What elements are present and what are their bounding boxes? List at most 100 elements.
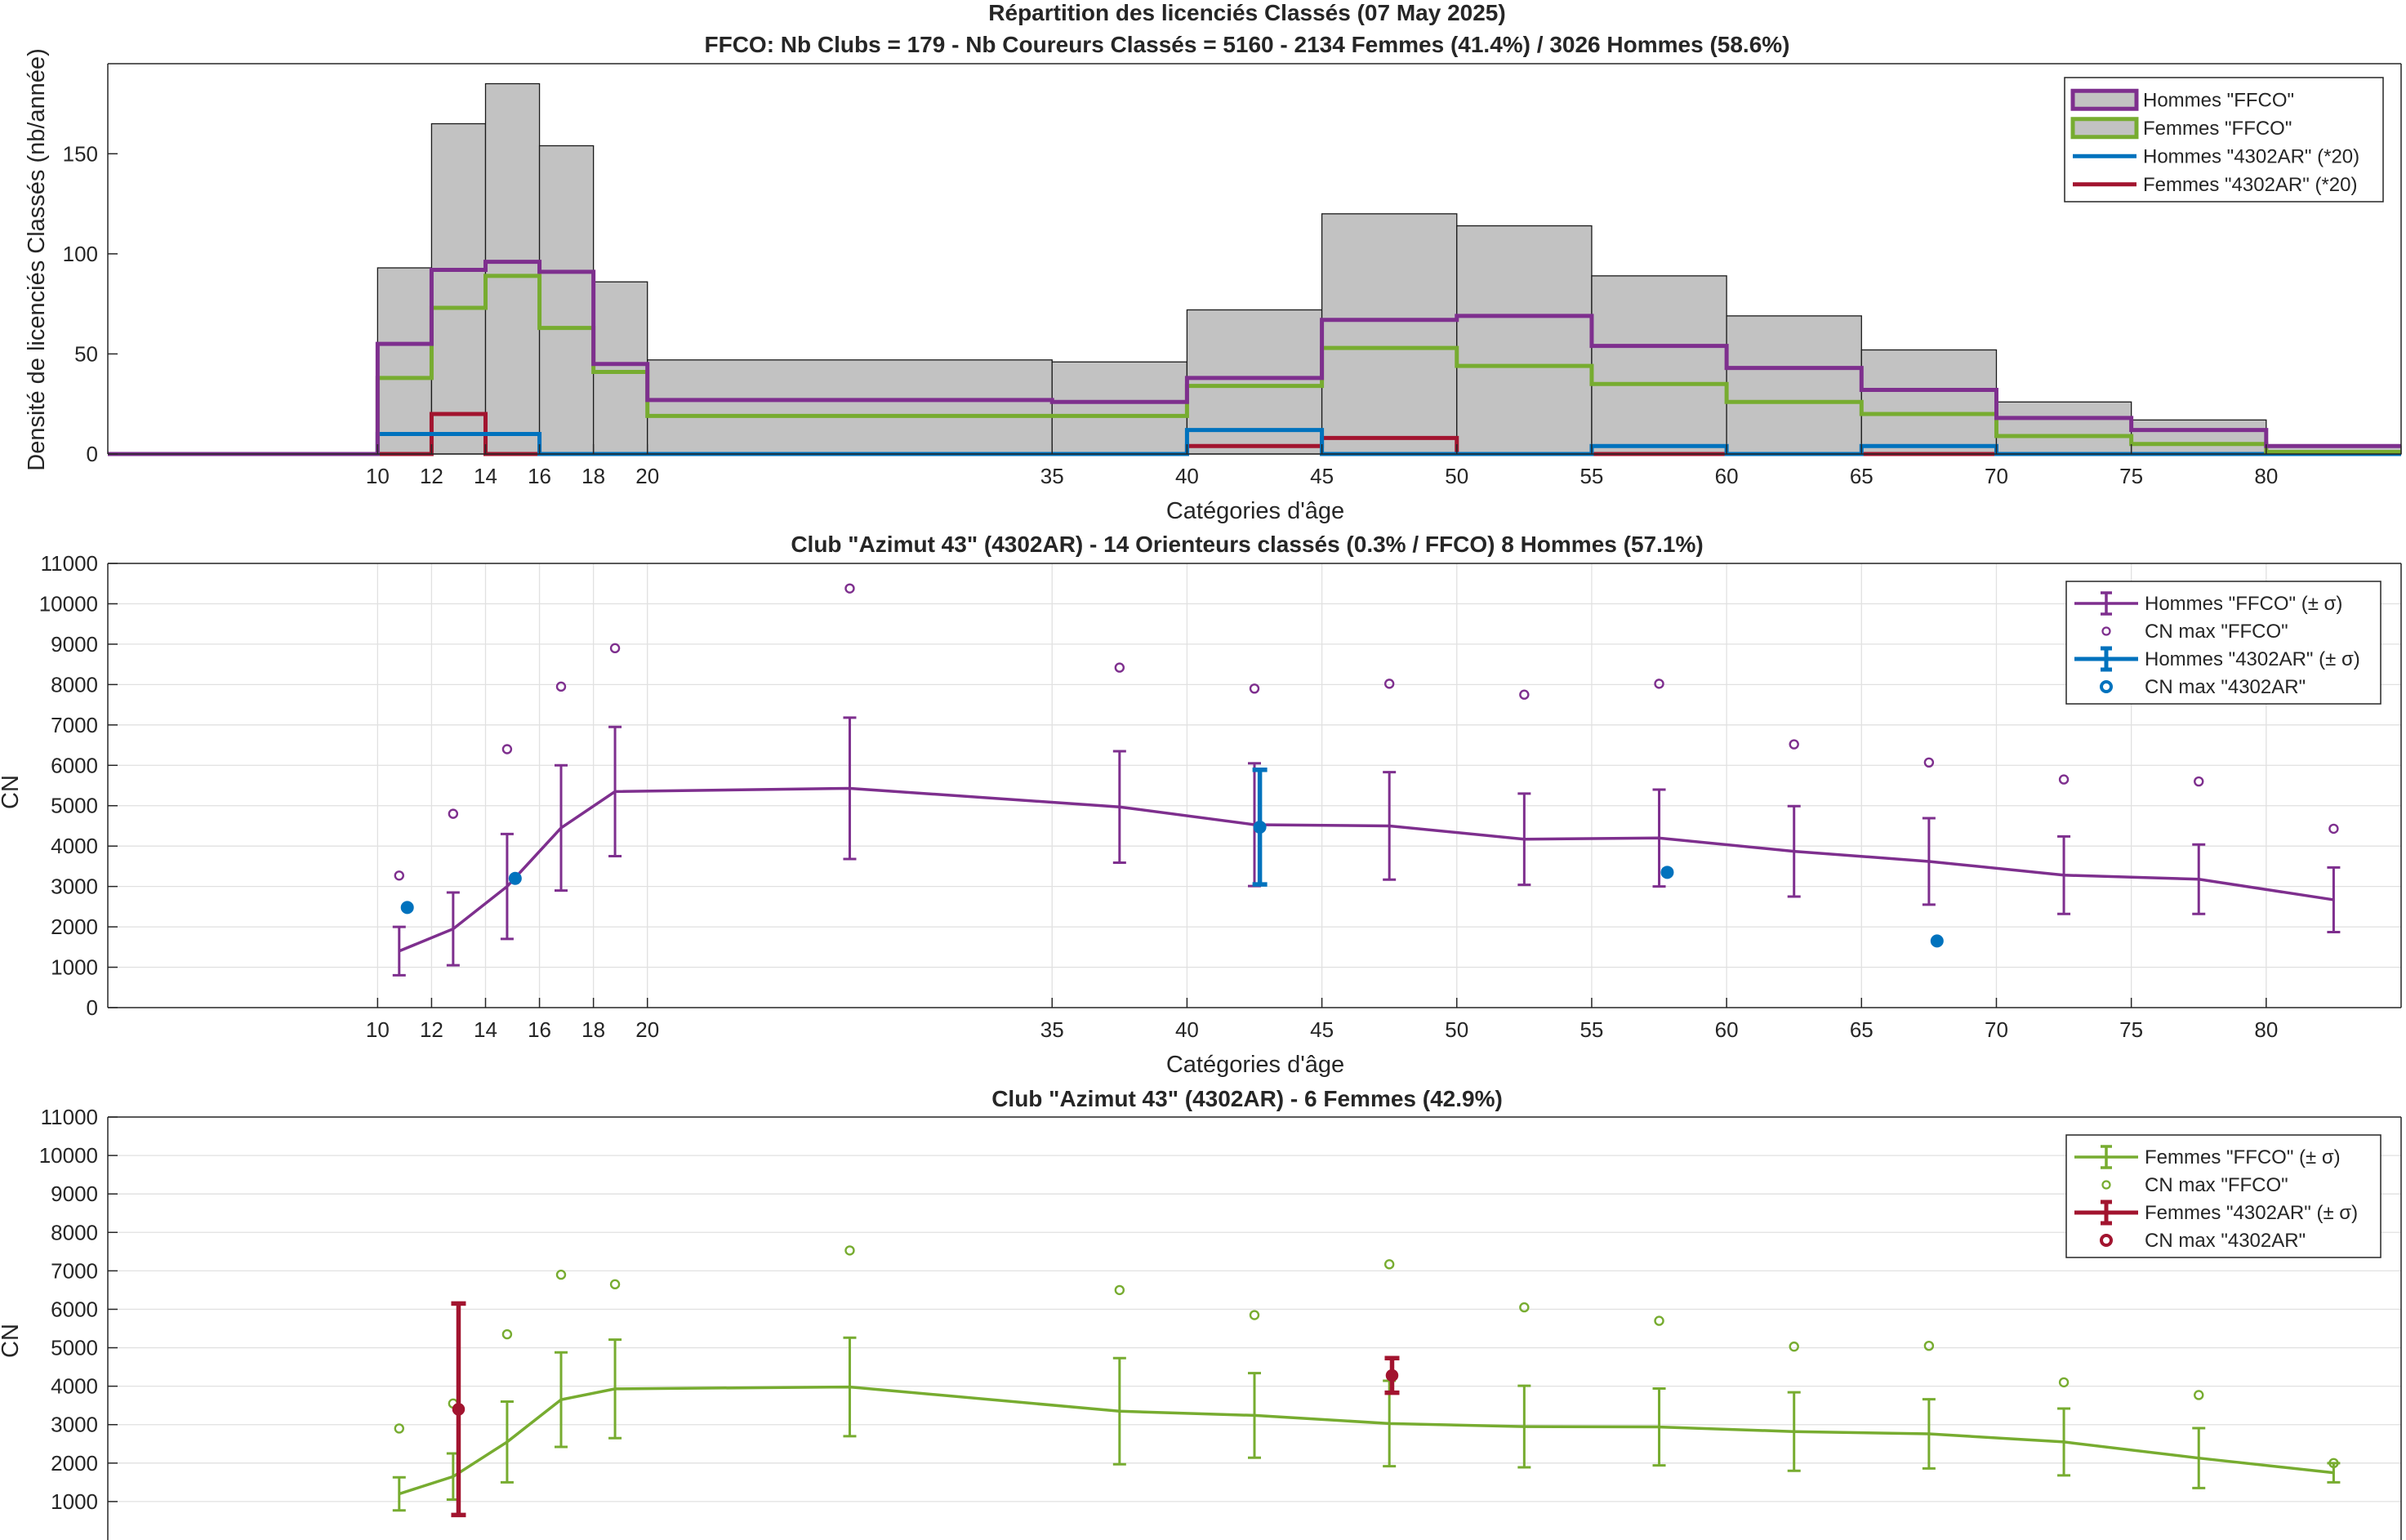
total-bar bbox=[1051, 361, 1188, 455]
y-tick-label: 7000 bbox=[51, 713, 98, 737]
total-bar bbox=[1321, 213, 1458, 455]
x-tick-label: 18 bbox=[581, 464, 605, 488]
figure-title: Répartition des licenciés Classés (07 Ma… bbox=[988, 0, 1505, 25]
x-tick-label: 75 bbox=[2119, 1017, 2143, 1042]
cn-max-marker bbox=[844, 583, 855, 594]
y-tick-label: 4000 bbox=[51, 1374, 98, 1399]
legend-swatch bbox=[2070, 88, 2139, 111]
club-cn-max-marker bbox=[1930, 934, 1944, 948]
x-tick-label: 14 bbox=[474, 464, 497, 488]
cn-max-marker bbox=[1654, 679, 1664, 689]
y-tick-label: 6000 bbox=[51, 753, 98, 777]
y-tick-label: 0 bbox=[87, 442, 98, 466]
panel1-ylabel: Densité de licenciés Classés (nb/année) bbox=[24, 48, 50, 470]
y-tick-label: 1000 bbox=[51, 1489, 98, 1514]
total-bar bbox=[376, 267, 433, 455]
mean-line bbox=[399, 786, 2334, 953]
y-tick-label: 2000 bbox=[51, 1451, 98, 1475]
cn-max-marker bbox=[1923, 757, 1935, 768]
y-tick-label: 3000 bbox=[51, 875, 98, 899]
cn-max-marker bbox=[448, 808, 459, 819]
total-bar bbox=[1860, 349, 1998, 455]
plot-area bbox=[108, 1117, 2401, 1540]
histogram-panel: 0 50 100 150 10 12 14 16 18 20 35 40 45 50 55 60 65 70 75 8… bbox=[63, 63, 2402, 488]
x-tick-label: 14 bbox=[474, 1017, 497, 1042]
legend-label: CN max "FFCO" bbox=[2145, 621, 2288, 643]
x-tick-label: 40 bbox=[1175, 1017, 1199, 1042]
cn-max-marker bbox=[2328, 823, 2339, 835]
cn-max-marker bbox=[1114, 662, 1125, 673]
total-bar bbox=[1726, 315, 1862, 455]
x-tick-label: 12 bbox=[420, 1017, 443, 1042]
x-tick-label: 40 bbox=[1175, 464, 1199, 488]
y-tick-label: 9000 bbox=[51, 632, 98, 657]
cn-max-marker bbox=[1249, 683, 1260, 694]
total-bar bbox=[538, 145, 595, 455]
mean-line bbox=[399, 1385, 2334, 1496]
cn-max-marker bbox=[1519, 689, 1530, 700]
women-cn-panel: 1000 2000 3000 4000 5000 6000 7000 8000 9000 1000… bbox=[39, 1105, 2402, 1540]
x-tick-label: 20 bbox=[635, 464, 659, 488]
y-tick-label: 100 bbox=[63, 242, 98, 266]
x-tick-label: 45 bbox=[1310, 1017, 1334, 1042]
y-tick-label: 150 bbox=[63, 141, 98, 166]
total-bar bbox=[647, 359, 1053, 455]
legend-marker bbox=[2101, 626, 2111, 636]
cn-max-marker bbox=[394, 870, 404, 881]
y-tick-label: 0 bbox=[87, 995, 98, 1020]
cn-max-marker bbox=[1923, 1340, 1935, 1351]
legend-label: Femmes "FFCO" (± σ) bbox=[2145, 1146, 2341, 1168]
men-cn-panel: 0 1000 2000 3000 4000 5000 6000 7000 8000 9000 100… bbox=[39, 551, 2402, 1042]
cn-max-marker bbox=[2194, 776, 2204, 787]
cn-max-marker bbox=[1519, 1302, 1530, 1313]
club-cn-max-marker bbox=[508, 871, 522, 885]
y-tick-label: 6000 bbox=[51, 1297, 98, 1321]
cn-max-marker bbox=[555, 1269, 567, 1280]
total-bar bbox=[1591, 275, 1727, 455]
panel2-xlabel: Catégories d'âge bbox=[1166, 1052, 1344, 1078]
cn-max-marker bbox=[609, 643, 621, 654]
cn-max-marker bbox=[1383, 679, 1395, 689]
y-tick-label: 2000 bbox=[51, 915, 98, 939]
legend-label: CN max "FFCO" bbox=[2145, 1174, 2288, 1196]
cn-max-marker bbox=[609, 1279, 621, 1290]
y-tick-label: 5000 bbox=[51, 1336, 98, 1360]
club-cn-max-marker bbox=[400, 901, 414, 915]
x-tick-label: 50 bbox=[1445, 1017, 1468, 1042]
cn-max-marker bbox=[501, 744, 513, 754]
x-tick-label: 20 bbox=[635, 1017, 659, 1042]
y-tick-label: 8000 bbox=[51, 672, 98, 697]
total-bar bbox=[592, 281, 648, 455]
x-tick-label: 45 bbox=[1310, 464, 1334, 488]
x-tick-label: 50 bbox=[1445, 464, 1468, 488]
y-tick-label: 8000 bbox=[51, 1220, 98, 1244]
total-bar bbox=[1186, 309, 1323, 455]
cn-max-marker bbox=[1383, 1259, 1395, 1270]
y-tick-label: 10000 bbox=[39, 591, 98, 616]
cn-max-marker bbox=[844, 1245, 855, 1256]
cn-max-marker bbox=[1789, 1341, 1799, 1352]
panel1-xlabel: Catégories d'âge bbox=[1166, 498, 1344, 524]
panel3-ylabel: CN bbox=[0, 1324, 24, 1358]
y-tick-label: 11000 bbox=[41, 1105, 98, 1129]
legend-label: Femmes "4302AR" (± σ) bbox=[2145, 1202, 2358, 1224]
legend-label: CN max "4302AR" bbox=[2145, 1230, 2306, 1252]
cn-max-marker bbox=[2058, 774, 2070, 785]
x-tick-label: 75 bbox=[2119, 464, 2143, 488]
x-tick-label: 35 bbox=[1040, 464, 1064, 488]
total-bar bbox=[1995, 401, 2132, 455]
legend-swatch bbox=[2070, 117, 2139, 140]
legend-label: Hommes "FFCO" (± σ) bbox=[2145, 593, 2342, 615]
x-tick-label: 10 bbox=[366, 464, 390, 488]
panel2-ylabel: CN bbox=[0, 775, 24, 809]
legend-marker bbox=[2101, 1180, 2111, 1190]
panel3-title: Club "Azimut 43" (4302AR) - 6 Femmes (42… bbox=[991, 1086, 1503, 1111]
cn-max-marker bbox=[1654, 1315, 1664, 1326]
legend-label: Hommes "4302AR" (*20) bbox=[2143, 145, 2359, 167]
legend-box bbox=[2065, 581, 2381, 705]
total-bar bbox=[1456, 225, 1593, 455]
x-tick-label: 60 bbox=[1715, 1017, 1739, 1042]
legend-label: CN max "4302AR" bbox=[2145, 676, 2306, 698]
club-cn-max-marker bbox=[1253, 820, 1267, 834]
